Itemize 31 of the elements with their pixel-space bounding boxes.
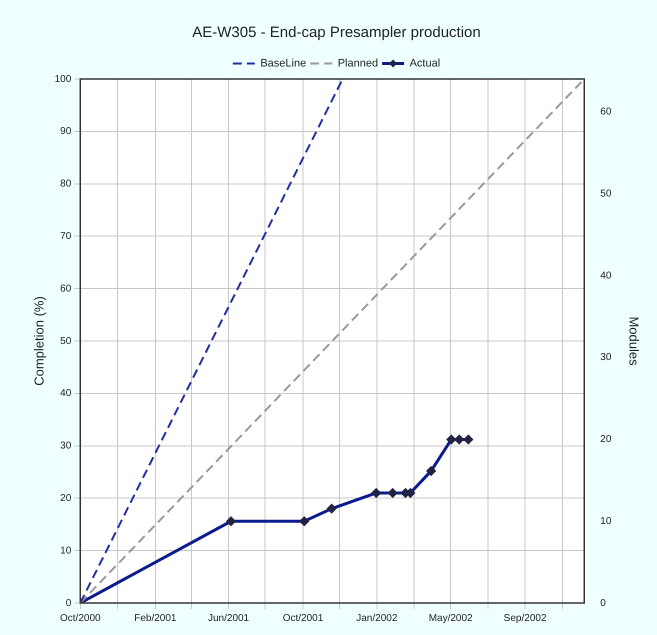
- x-tick-label: Oct/2001: [282, 612, 324, 624]
- legend-label: BaseLine: [260, 58, 306, 70]
- y-tick-label: 30: [60, 440, 72, 452]
- y-tick-label: 0: [66, 598, 72, 609]
- y2-tick-label: 40: [600, 270, 612, 282]
- legend-label: Planned: [338, 58, 378, 70]
- y-tick-label: 10: [60, 545, 72, 556]
- y2-tick-label: 20: [600, 434, 612, 445]
- x-tick-label: Sep/2002: [504, 612, 547, 624]
- y-tick-label: 50: [60, 336, 72, 347]
- y-tick-label: 70: [60, 230, 72, 242]
- y2-tick-label: 0: [600, 598, 606, 609]
- y2-tick-label: 30: [600, 352, 612, 364]
- y-tick-label: 100: [54, 74, 72, 85]
- y2-tick-label: 10: [600, 516, 612, 527]
- y-tick-label: 20: [60, 492, 72, 504]
- y2-axis-title: Modules: [626, 316, 642, 366]
- legend-label: Actual: [410, 58, 440, 70]
- x-tick-label: Oct/2000: [60, 612, 102, 624]
- y-tick-label: 80: [60, 178, 72, 190]
- y-tick-label: 40: [60, 388, 72, 400]
- x-tick-label: Jun/2001: [208, 612, 250, 624]
- y-axis-title: Completion (%): [31, 296, 46, 386]
- y-tick-label: 60: [60, 283, 72, 294]
- y2-tick-label: 50: [600, 188, 612, 200]
- x-tick-label: May/2002: [428, 612, 474, 624]
- x-tick-label: Jan/2002: [356, 612, 398, 624]
- x-tick-label: Feb/2001: [134, 612, 177, 624]
- y-tick-label: 90: [60, 126, 72, 138]
- y2-tick-label: 60: [600, 106, 612, 118]
- chart-title: AE-W305 - End-cap Presampler production: [192, 24, 481, 42]
